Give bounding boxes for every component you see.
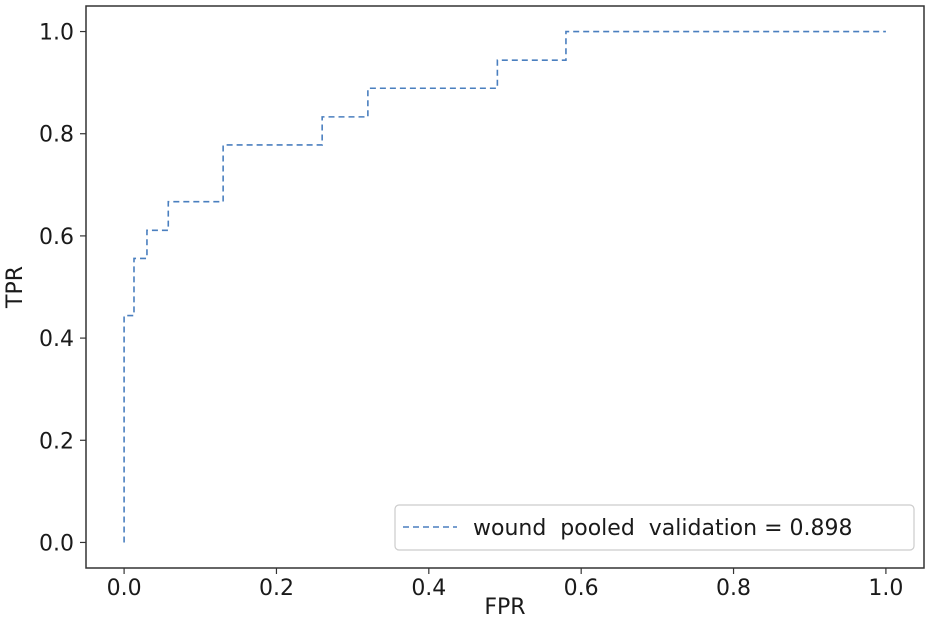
y-axis-label: TPR	[3, 266, 28, 309]
y-tick-label: 0.0	[39, 531, 74, 556]
x-tick-label: 0.6	[564, 576, 599, 601]
legend: wound pooled validation = 0.898	[394, 504, 915, 551]
x-tick-label: 0.2	[259, 576, 294, 601]
y-tick-label: 1.0	[39, 21, 74, 46]
plot-area	[85, 5, 925, 569]
legend-label: wound pooled validation = 0.898	[473, 516, 853, 541]
x-tick-label: 0.8	[716, 576, 751, 601]
y-tick-label: 0.6	[39, 225, 74, 250]
y-tick-label: 0.4	[39, 327, 74, 352]
x-axis-label: FPR	[484, 595, 525, 620]
y-axis: 0.0 0.2 0.4 0.6 0.8 1.0	[39, 21, 86, 556]
y-tick-label: 0.2	[39, 429, 74, 454]
x-tick-label: 0.0	[107, 576, 142, 601]
series-line	[123, 30, 886, 543]
x-tick-label: 1.0	[868, 576, 903, 601]
series-lines	[123, 30, 886, 543]
x-axis: 0.0 0.2 0.4 0.6 0.8 1.0	[107, 568, 903, 601]
plot-frame	[85, 5, 925, 569]
y-tick-label: 0.8	[39, 123, 74, 148]
x-tick-label: 0.4	[411, 576, 446, 601]
legend-box	[394, 504, 915, 551]
